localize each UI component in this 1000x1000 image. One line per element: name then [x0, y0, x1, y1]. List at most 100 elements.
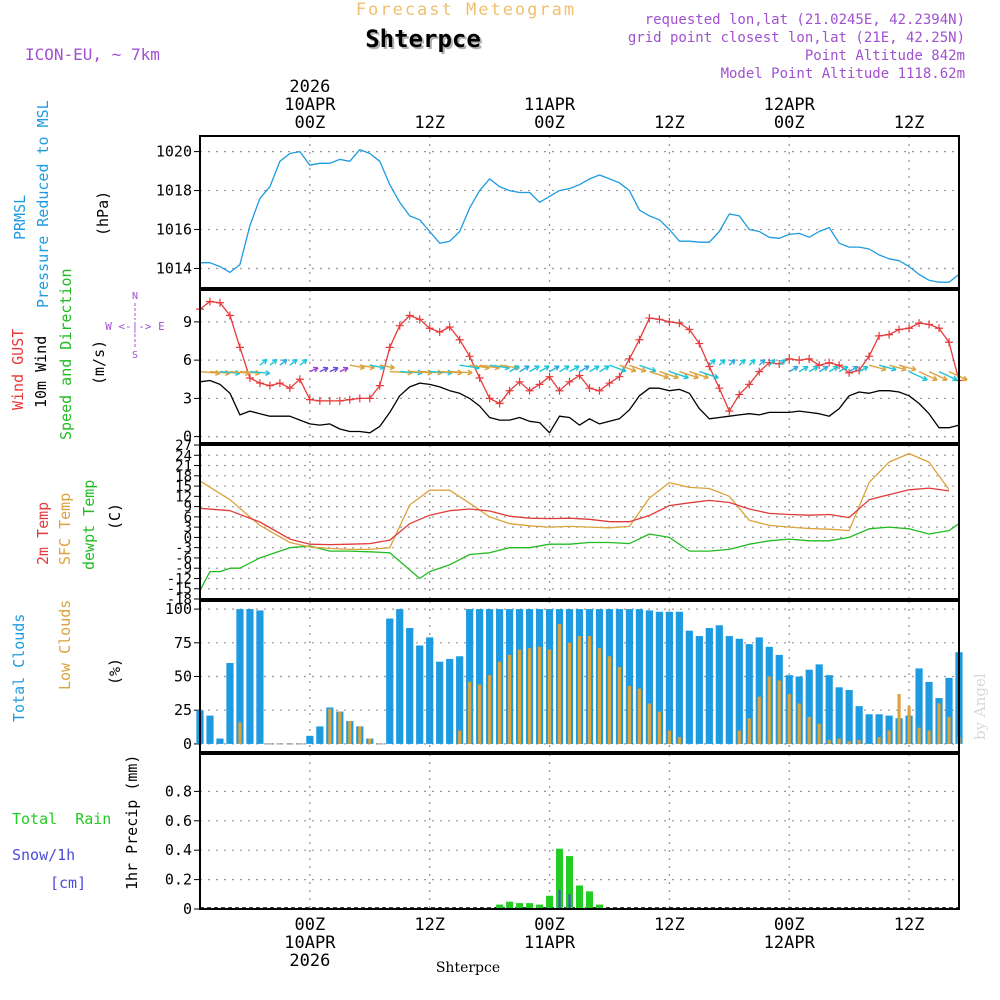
wind-arrow — [918, 370, 938, 381]
total-cloud-bar — [645, 610, 654, 744]
wind-arrow-head — [709, 358, 716, 365]
wind-arrow — [529, 365, 540, 373]
wind-gust-marker — [825, 358, 834, 367]
watermark: by Angel — [971, 673, 989, 740]
wind-arrow-head — [683, 373, 689, 380]
low-clouds-label: Low Clouds — [56, 600, 74, 690]
wind-gust-marker — [835, 361, 844, 370]
total-rain-label: Total Rain — [12, 810, 111, 828]
wind-gust-marker — [505, 386, 514, 395]
wind-arrow — [788, 365, 799, 373]
station-title-shadow: Shterpce — [367, 27, 483, 55]
wind-arrow-head — [962, 375, 968, 382]
wind-gust-marker — [225, 311, 234, 320]
compass-north: N — [132, 291, 138, 302]
total-cloud-bar — [755, 637, 763, 744]
low-cloud-bar — [647, 703, 651, 744]
wind-arrow — [808, 365, 819, 373]
y-tick-label: 1020 — [156, 143, 192, 161]
wind-arrow — [609, 364, 627, 372]
wind-gust-marker — [865, 352, 874, 361]
wind-gust-marker — [795, 356, 804, 365]
low-cloud-bar — [547, 649, 552, 744]
rain-bar — [496, 904, 504, 909]
y-tick-label: -15 — [167, 582, 192, 598]
total-cloud-bar — [835, 687, 843, 744]
wind-gust-marker — [755, 367, 764, 376]
low-cloud-bar — [478, 684, 482, 744]
wind-arrow-head — [822, 365, 829, 372]
wind-gust-marker — [275, 379, 284, 388]
total-cloud-bar — [845, 689, 853, 744]
low-cloud-bar — [488, 675, 492, 744]
wind-gust-marker — [575, 371, 584, 380]
wind-gust-marker — [435, 328, 444, 337]
wind-gust-marker — [645, 314, 654, 323]
rain-bar — [585, 891, 593, 909]
wind-arrow — [549, 365, 560, 373]
panel-frame — [199, 600, 960, 753]
wind-arrow — [289, 358, 298, 366]
wind-gust-marker — [555, 386, 564, 395]
compass-west-east: W <-|-> E — [105, 320, 165, 333]
total-cloud-bar — [855, 706, 863, 744]
bottom-time-label: 12Z — [894, 915, 925, 935]
low-cloud-bar — [557, 623, 562, 744]
wind-arrow-head — [729, 358, 736, 365]
wind-arrow-head — [922, 375, 928, 382]
wind-arrow-head — [792, 365, 799, 372]
wind-gust-marker — [385, 343, 394, 352]
y-tick-label: -9 — [175, 561, 192, 577]
wind-gust-marker — [525, 386, 534, 395]
temp-sfc-label: SFC Temp — [56, 493, 74, 565]
wind-gust-marker — [735, 390, 744, 399]
low-cloud-bar — [667, 730, 671, 744]
y-tick-label: 50 — [174, 668, 192, 686]
total-cloud-bar — [226, 663, 234, 744]
wind-arrow-head — [630, 366, 637, 373]
wind-unit-label: (m/s) — [90, 340, 108, 385]
wind-gust-marker — [355, 394, 364, 403]
total-cloud-bar — [715, 625, 723, 744]
snow-unit-label: [cm] — [50, 874, 86, 892]
wind-arrow — [489, 364, 510, 369]
model-altitude: Model Point Altitude 1118.62m — [721, 66, 965, 82]
low-cloud-bar — [817, 723, 821, 744]
wind-arrow — [579, 365, 590, 373]
rain-bar — [536, 904, 544, 909]
wind-arrow-head — [564, 365, 570, 371]
total-cloud-bar — [745, 644, 753, 744]
low-cloud-bar — [627, 685, 632, 744]
pressure-line — [200, 148, 960, 283]
wind-arrow — [798, 365, 809, 373]
wind-arrow-head — [291, 358, 298, 365]
wind-arrow — [369, 364, 385, 369]
wind-arrow — [659, 370, 679, 379]
wind-arrow-head — [332, 366, 339, 373]
point-altitude: Point Altitude 842m — [805, 48, 965, 64]
top-time-label: 00Z — [774, 113, 805, 133]
temp-dewpt-label: dewpt Temp — [80, 480, 98, 570]
total-cloud-bar — [306, 735, 314, 744]
wind-gust-marker — [725, 407, 734, 416]
wind-arrow — [818, 365, 829, 373]
snow-bar — [558, 889, 561, 909]
low-cloud-bar — [937, 703, 941, 744]
low-cloud-bar — [767, 676, 771, 744]
panel-frame — [199, 444, 960, 600]
bottom-time-label: 10APR — [284, 933, 336, 953]
total-cloud-bar — [476, 609, 484, 744]
low-cloud-bar — [617, 667, 622, 744]
total-cloud-bar — [216, 738, 224, 744]
precip-unit-label: 1hr Precip (mm) — [123, 755, 141, 890]
total-cloud-bar — [925, 681, 933, 744]
wind-gust-marker — [715, 384, 724, 393]
wind-arrow-head — [312, 366, 319, 373]
wind-arrow — [199, 370, 220, 375]
wind-arrow-head — [593, 365, 600, 371]
wind-gust-marker — [845, 368, 854, 377]
wind-gust-marker — [745, 380, 754, 389]
wind-gust-marker — [805, 354, 814, 363]
wind-gust-marker — [915, 319, 924, 328]
total-cloud-bar — [915, 668, 923, 744]
